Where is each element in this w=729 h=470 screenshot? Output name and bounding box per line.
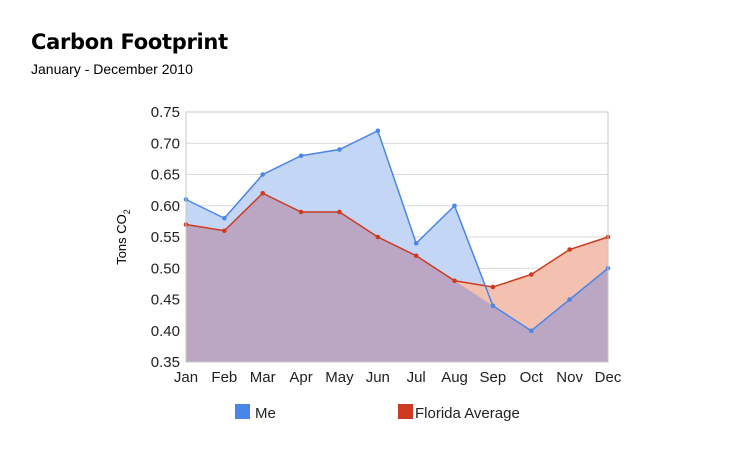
point-florida-average bbox=[375, 234, 381, 240]
y-tick-label: 0.45 bbox=[151, 292, 180, 309]
x-tick-label: Aug bbox=[441, 369, 468, 386]
x-tick-label: May bbox=[325, 369, 354, 386]
legend-item-florida-average: Florida Average bbox=[398, 404, 520, 422]
x-tick-label: Sep bbox=[480, 369, 507, 386]
point-me bbox=[567, 297, 572, 302]
x-tick-label: Nov bbox=[556, 369, 583, 386]
y-tick-label: 0.35 bbox=[151, 354, 180, 371]
chart-subtitle: January - December 2010 bbox=[31, 61, 193, 77]
point-me bbox=[490, 303, 496, 309]
point-florida-average bbox=[260, 190, 266, 196]
point-me bbox=[375, 128, 381, 134]
x-tick-label: Dec bbox=[595, 369, 622, 386]
line-florida-average bbox=[185, 192, 609, 288]
x-tick-label: Jan bbox=[174, 369, 198, 386]
point-me bbox=[413, 240, 419, 246]
y-tick-label: 0.60 bbox=[151, 198, 180, 215]
x-tick-label: Mar bbox=[250, 369, 276, 386]
point-florida-average bbox=[298, 209, 304, 215]
y-tick-label: 0.50 bbox=[151, 260, 180, 277]
x-tick-label: Jul bbox=[407, 369, 426, 386]
point-me bbox=[528, 328, 534, 334]
plot-border bbox=[185, 111, 609, 363]
point-me bbox=[452, 203, 457, 209]
y-axis-ticks: 0.35 0.40 0.45 0.50 0.55 0.60 0.65 0.70 0.75 bbox=[151, 104, 180, 371]
legend-swatch-me bbox=[235, 404, 250, 419]
y-tick-label: 0.70 bbox=[151, 135, 180, 152]
point-florida-average bbox=[490, 284, 496, 290]
area-overlap bbox=[186, 193, 608, 362]
point-florida-average bbox=[337, 209, 342, 215]
x-tick-label: Jun bbox=[366, 369, 390, 386]
y-tick-label: 0.75 bbox=[151, 104, 180, 121]
series-points bbox=[183, 128, 611, 334]
plot-area bbox=[183, 111, 611, 363]
legend-label-florida-average: Florida Average bbox=[415, 405, 520, 422]
point-me bbox=[298, 153, 304, 159]
point-me bbox=[337, 147, 342, 152]
point-florida-average bbox=[528, 272, 534, 277]
series-lines bbox=[185, 129, 609, 332]
point-florida-average bbox=[452, 278, 457, 284]
point-me bbox=[260, 172, 266, 177]
x-axis-ticks: Jan Feb Mar Apr May Jun Jul Aug Sep Oct Nov Dec bbox=[174, 369, 622, 386]
y-tick-label: 0.55 bbox=[151, 229, 180, 246]
point-me bbox=[222, 215, 227, 221]
legend: Me Florida Average bbox=[235, 404, 520, 422]
x-tick-label: Feb bbox=[211, 369, 237, 386]
point-florida-average bbox=[413, 253, 419, 259]
y-tick-label: 0.65 bbox=[151, 167, 180, 184]
chart-title: Carbon Footprint bbox=[31, 30, 228, 54]
y-axis-label: Tons CO2 bbox=[114, 209, 132, 265]
legend-swatch-florida-average bbox=[398, 404, 413, 419]
legend-item-me: Me bbox=[235, 404, 276, 422]
point-florida-average bbox=[222, 228, 227, 234]
point-florida-average bbox=[567, 247, 572, 252]
line-me bbox=[185, 129, 609, 332]
legend-label-me: Me bbox=[255, 405, 276, 422]
x-tick-label: Oct bbox=[520, 369, 544, 386]
y-tick-label: 0.40 bbox=[151, 323, 180, 340]
x-tick-label: Apr bbox=[289, 369, 312, 386]
